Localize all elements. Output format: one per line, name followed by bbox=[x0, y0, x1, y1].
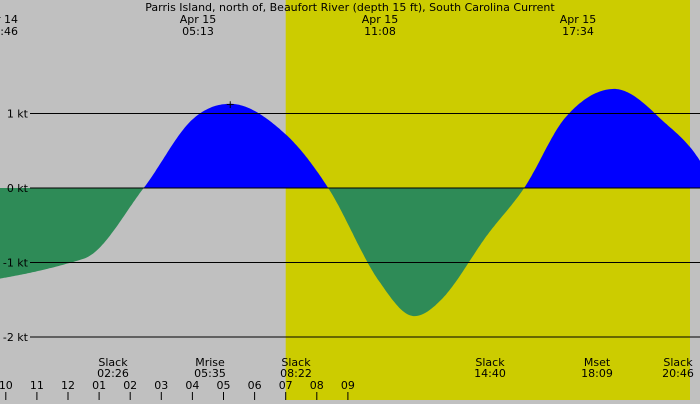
hour-tick-label: 07 bbox=[279, 379, 293, 392]
top-date-label: Apr 15 bbox=[362, 13, 399, 26]
y-gridlines bbox=[30, 113, 700, 338]
hour-tick-label: 09 bbox=[341, 379, 355, 392]
event-time: 05:35 bbox=[194, 367, 226, 380]
top-time-label: 05:13 bbox=[182, 25, 214, 38]
ebb-area-2 bbox=[328, 188, 525, 317]
y-tick-label: 0 kt bbox=[7, 182, 29, 195]
event-name: Slack bbox=[475, 356, 505, 369]
current-areas bbox=[0, 88, 700, 317]
event-time: 18:09 bbox=[581, 367, 613, 380]
y-axis-labels: 1 kt 0 kt -1 kt -2 kt bbox=[3, 108, 29, 345]
event-time: 14:40 bbox=[474, 367, 506, 380]
top-date-label: Apr 14 bbox=[0, 13, 18, 26]
hour-tick-label: 01 bbox=[92, 379, 106, 392]
peak-marker: + bbox=[226, 98, 235, 111]
top-time-label: 23:46 bbox=[0, 25, 18, 38]
y-tick-label: -1 kt bbox=[3, 257, 29, 270]
night-background-right bbox=[690, 0, 700, 400]
top-time-label: 17:34 bbox=[562, 25, 594, 38]
hour-tick-label: 08 bbox=[310, 379, 324, 392]
hour-tick-label: 10 bbox=[0, 379, 13, 392]
event-name: Mset bbox=[584, 356, 611, 369]
event-name: Mrise bbox=[195, 356, 225, 369]
event-time: 02:26 bbox=[97, 367, 129, 380]
event-name: Slack bbox=[281, 356, 311, 369]
event-time: 08:22 bbox=[280, 367, 312, 380]
hour-tick-label: 11 bbox=[30, 379, 44, 392]
hour-tick-label: 04 bbox=[185, 379, 199, 392]
top-date-label: Apr 15 bbox=[560, 13, 597, 26]
hour-tick-label: 02 bbox=[123, 379, 137, 392]
hour-tick-label: 05 bbox=[217, 379, 231, 392]
y-tick-label: 1 kt bbox=[7, 108, 29, 121]
chart-title: Parris Island, north of, Beaufort River … bbox=[145, 1, 555, 14]
top-time-label: 11:08 bbox=[364, 25, 396, 38]
bottom-event-labels: Slack02:26Mrise05:35Slack08:22Slack14:40… bbox=[97, 356, 694, 380]
event-name: Slack bbox=[663, 356, 693, 369]
top-date-label: Apr 15 bbox=[180, 13, 217, 26]
event-name: Slack bbox=[98, 356, 128, 369]
y-tick-label: -2 kt bbox=[3, 331, 29, 344]
hour-tick-label: 06 bbox=[248, 379, 262, 392]
event-time: 20:46 bbox=[662, 367, 694, 380]
hour-axis: 1112010203040506070809101112010203040506… bbox=[0, 379, 355, 400]
hour-tick-label: 12 bbox=[61, 379, 75, 392]
flood-area-3 bbox=[524, 88, 700, 188]
hour-tick-label: 03 bbox=[154, 379, 168, 392]
flood-area-1 bbox=[143, 103, 329, 188]
ebb-area-0 bbox=[0, 188, 144, 279]
